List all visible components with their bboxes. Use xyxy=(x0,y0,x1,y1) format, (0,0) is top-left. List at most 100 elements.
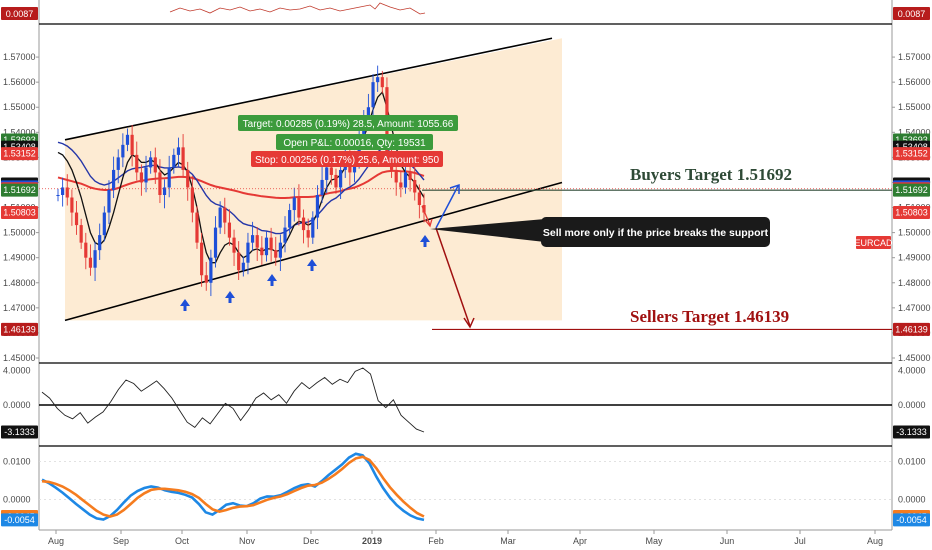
candle-body xyxy=(246,242,250,263)
candle-body xyxy=(130,134,134,155)
sell-arrow xyxy=(435,227,471,327)
price-tick-left: 1.48000 xyxy=(3,278,36,288)
candle-body xyxy=(274,250,278,258)
order-target-text: Target: 0.00285 (0.19%) 28.5, Amount: 10… xyxy=(243,119,454,130)
oscillator-last-label-left xyxy=(1,425,38,439)
candle-body xyxy=(56,195,60,196)
price-label-text-right: 1.50803 xyxy=(895,207,928,217)
price-label-right xyxy=(893,322,930,336)
candle-body xyxy=(237,252,241,271)
price-tick-right: 1.56000 xyxy=(898,77,931,87)
time-tick: Mar xyxy=(500,536,516,546)
candle-body xyxy=(135,154,139,173)
candle-body xyxy=(301,217,306,231)
price-label-text-left: 1.51692 xyxy=(3,185,36,195)
order-pnl-box[interactable] xyxy=(276,134,433,150)
price-tick-right: 1.54000 xyxy=(898,127,931,137)
price-tick-right: 1.47000 xyxy=(898,303,931,313)
macd-signal-line xyxy=(41,455,425,518)
candle-body xyxy=(352,162,357,173)
time-tick: Sep xyxy=(113,536,129,546)
candle-body xyxy=(394,169,398,183)
candle-body xyxy=(376,77,380,83)
oscillator-tick-left: 4.0000 xyxy=(3,366,31,376)
time-tick: Dec xyxy=(303,536,320,546)
order-target-box[interactable] xyxy=(238,115,458,131)
candle-body xyxy=(311,217,315,238)
candle-body xyxy=(413,179,417,193)
up-arrow-icon xyxy=(225,291,235,303)
candle-body xyxy=(283,227,287,243)
candle-body xyxy=(320,179,324,195)
time-tick: Aug xyxy=(48,536,64,546)
candle-body xyxy=(111,169,116,190)
support-arrows xyxy=(180,235,430,311)
candle-body xyxy=(176,147,181,155)
macd-line xyxy=(41,452,425,522)
candle-body xyxy=(98,235,102,251)
price-tick-right: 1.55000 xyxy=(898,102,931,112)
sellers-target-label: Sellers Target 1.46139 xyxy=(630,307,789,326)
buyers-target-label: Buyers Target 1.51692 xyxy=(630,165,792,184)
time-tick: Jul xyxy=(794,536,806,546)
price-label-text-right: 1.51692 xyxy=(895,185,928,195)
time-tick: Nov xyxy=(239,536,256,546)
candle-body xyxy=(227,222,232,238)
price-label-left xyxy=(1,322,38,336)
candle-body xyxy=(232,237,236,253)
candle-body xyxy=(149,157,153,168)
channel-fill xyxy=(65,38,562,321)
candle-body xyxy=(65,187,69,198)
price-label-text-left: 1.50803 xyxy=(3,207,36,217)
price-tick-right: 1.57000 xyxy=(898,52,931,62)
channel-lower-line xyxy=(64,181,563,322)
time-tick: Feb xyxy=(428,536,444,546)
candle-body xyxy=(158,172,162,195)
candle-body xyxy=(315,195,320,218)
candle-body xyxy=(200,242,204,276)
candle-body xyxy=(250,235,255,243)
price-tick-right: 1.50000 xyxy=(898,228,931,238)
macd-panel: 0.01000.01000.00000.0000-0.0045-0.0045-0… xyxy=(1,452,930,527)
top-panel-value-right: 0.0087 xyxy=(898,9,926,19)
order-labels[interactable]: Target: 0.00285 (0.19%) 28.5, Amount: 10… xyxy=(238,115,458,167)
candle-body xyxy=(380,77,384,88)
candle-body xyxy=(190,187,194,213)
price-tick-right: 1.49000 xyxy=(898,253,931,263)
top-panel-line xyxy=(169,2,426,15)
macd-tick-left: 0.0100 xyxy=(3,456,31,466)
oscillator-last-text-left: -3.1333 xyxy=(4,427,35,437)
symbol-tag-text: EURCAD xyxy=(854,238,893,248)
candle-body xyxy=(223,207,227,223)
buy-arrow xyxy=(435,185,459,229)
candle-body xyxy=(292,197,296,211)
candle-body xyxy=(84,242,88,258)
price-label-right xyxy=(893,205,930,219)
candle-body xyxy=(204,275,208,283)
candle-body xyxy=(306,230,310,238)
price-tick-right: 1.45000 xyxy=(898,353,931,363)
candle-body xyxy=(218,207,222,228)
candle-body xyxy=(325,167,329,180)
time-tick: 2019 xyxy=(362,536,382,546)
moving-average-blue xyxy=(57,141,425,235)
candle-body xyxy=(339,169,343,188)
channel-upper-line xyxy=(64,37,553,141)
candle-body xyxy=(417,192,421,206)
candle-body xyxy=(181,147,185,170)
candle-body xyxy=(371,82,375,108)
time-tick: May xyxy=(645,536,663,546)
small-down-arrow xyxy=(421,205,431,226)
candle-body xyxy=(121,144,125,158)
price-label-left xyxy=(1,147,38,161)
candle-body xyxy=(213,227,218,258)
price-label-text-right: 1.46139 xyxy=(895,324,928,334)
candle-body xyxy=(79,225,83,243)
macd-tick-right: 0.0000 xyxy=(898,494,926,504)
candle-body xyxy=(162,187,167,195)
order-stop-box[interactable] xyxy=(251,151,443,167)
price-label-text-left: 1.46139 xyxy=(3,324,36,334)
candle-body xyxy=(403,172,408,188)
time-tick: Aug xyxy=(867,536,883,546)
